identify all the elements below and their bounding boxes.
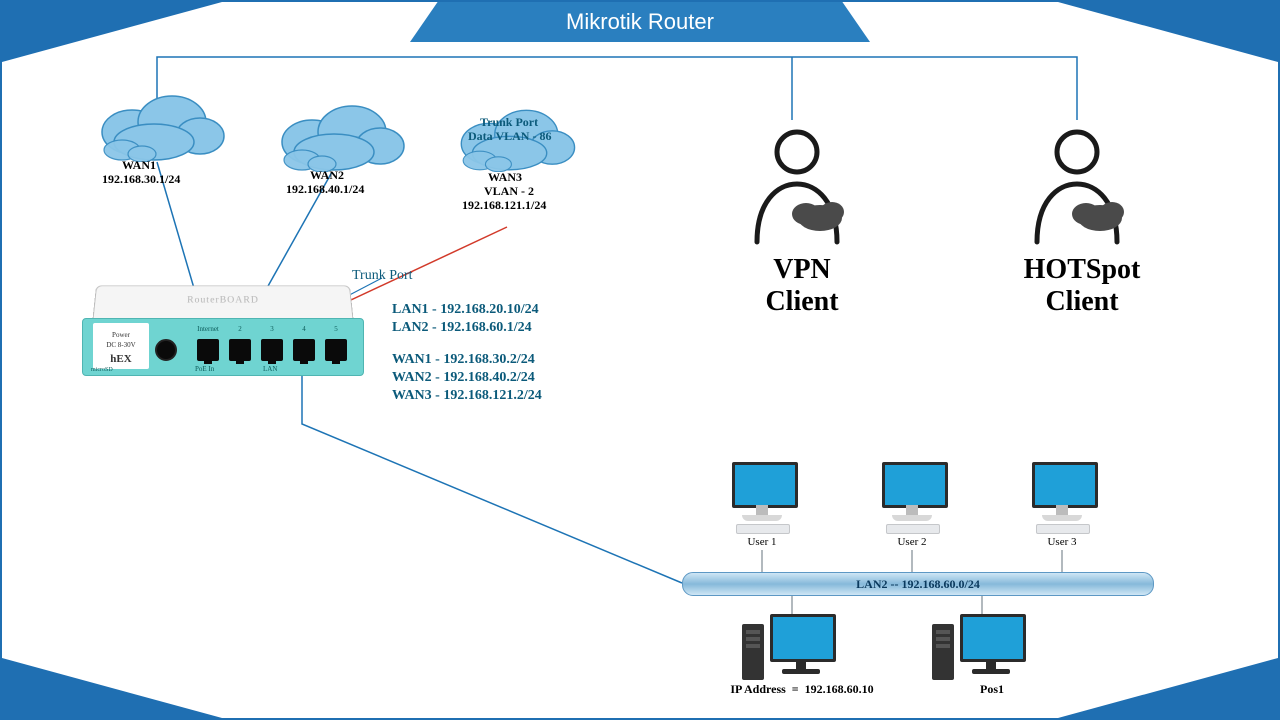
user-pc-2-label: User 2 [872,536,952,548]
user-pc-2-icon: User 2 [872,462,952,542]
ethernet-port-2-icon [229,339,251,361]
router-brand-panel: Power DC 8-30V hEX [93,323,149,369]
router-model-label: hEX [93,353,149,365]
lan-info-2: LAN2 - 192.168.60.1/24 [392,320,532,336]
wan3-vlan-label: VLAN - 2 [484,184,534,199]
lan-info-1: LAN1 - 192.168.20.10/24 [392,302,539,318]
trunk-port-label: Trunk Port [352,268,413,284]
wan3-trunk-label: Trunk Port [480,115,538,130]
workstation-1-label: IP Address = 192.168.60.10 [702,682,902,697]
wan3-ip-label: 192.168.121.1/24 [462,198,546,213]
wan2-ip-label: 192.168.40.1/24 [286,182,364,197]
hotspot-client-label: HOTSpot Client [1012,254,1152,318]
wan2-label: WAN2 [310,168,344,183]
hotspot-client-icon [1022,122,1132,257]
user-pc-3-icon: User 3 [1022,462,1102,542]
power-jack-icon [155,339,177,361]
wan3-label: WAN3 [488,170,522,185]
ethernet-port-3-icon [261,339,283,361]
wan1-cloud-icon [92,82,232,162]
diagram-stage: Mikrotik Router [0,0,1280,720]
router-face: Power DC 8-30V hEX Internet PoE In2 3 4 … [82,318,364,376]
user-pc-3-label: User 3 [1022,536,1102,548]
workstation-2-label: Pos1 [892,682,1092,697]
lan2-hub: LAN2 -- 192.168.60.0/24 [682,572,1154,596]
corner-decoration [2,658,222,718]
wan-info-2: WAN2 - 192.168.40.2/24 [392,370,535,386]
wan1-label: WAN1 [122,158,156,173]
router-lid-label: RouterBOARD [187,295,259,305]
corner-decoration [1058,2,1278,62]
wan-info-1: WAN1 - 192.168.30.2/24 [392,352,535,368]
wan-info-3: WAN3 - 192.168.121.2/24 [392,388,542,404]
corner-decoration [2,2,222,62]
vpn-client-icon [742,122,852,257]
ethernet-port-4-icon [293,339,315,361]
wan2-cloud-icon [272,92,412,172]
ethernet-port-1-icon [197,339,219,361]
ethernet-port-5-icon [325,339,347,361]
router-device: RouterBOARD Power DC 8-30V hEX Internet … [82,282,362,392]
router-power-label: Power DC 8-30V [106,331,135,349]
user-pc-1-icon: User 1 [722,462,802,542]
user-pc-1-label: User 1 [722,536,802,548]
router-lan-label: LAN [263,365,277,373]
page-title: Mikrotik Router [410,2,870,42]
microsd-label: microSD [91,367,113,373]
vpn-client-label: VPN Client [732,254,872,318]
wan1-ip-label: 192.168.30.1/24 [102,172,180,187]
wan3-vlan86-label: Data VLAN - 86 [468,129,551,144]
